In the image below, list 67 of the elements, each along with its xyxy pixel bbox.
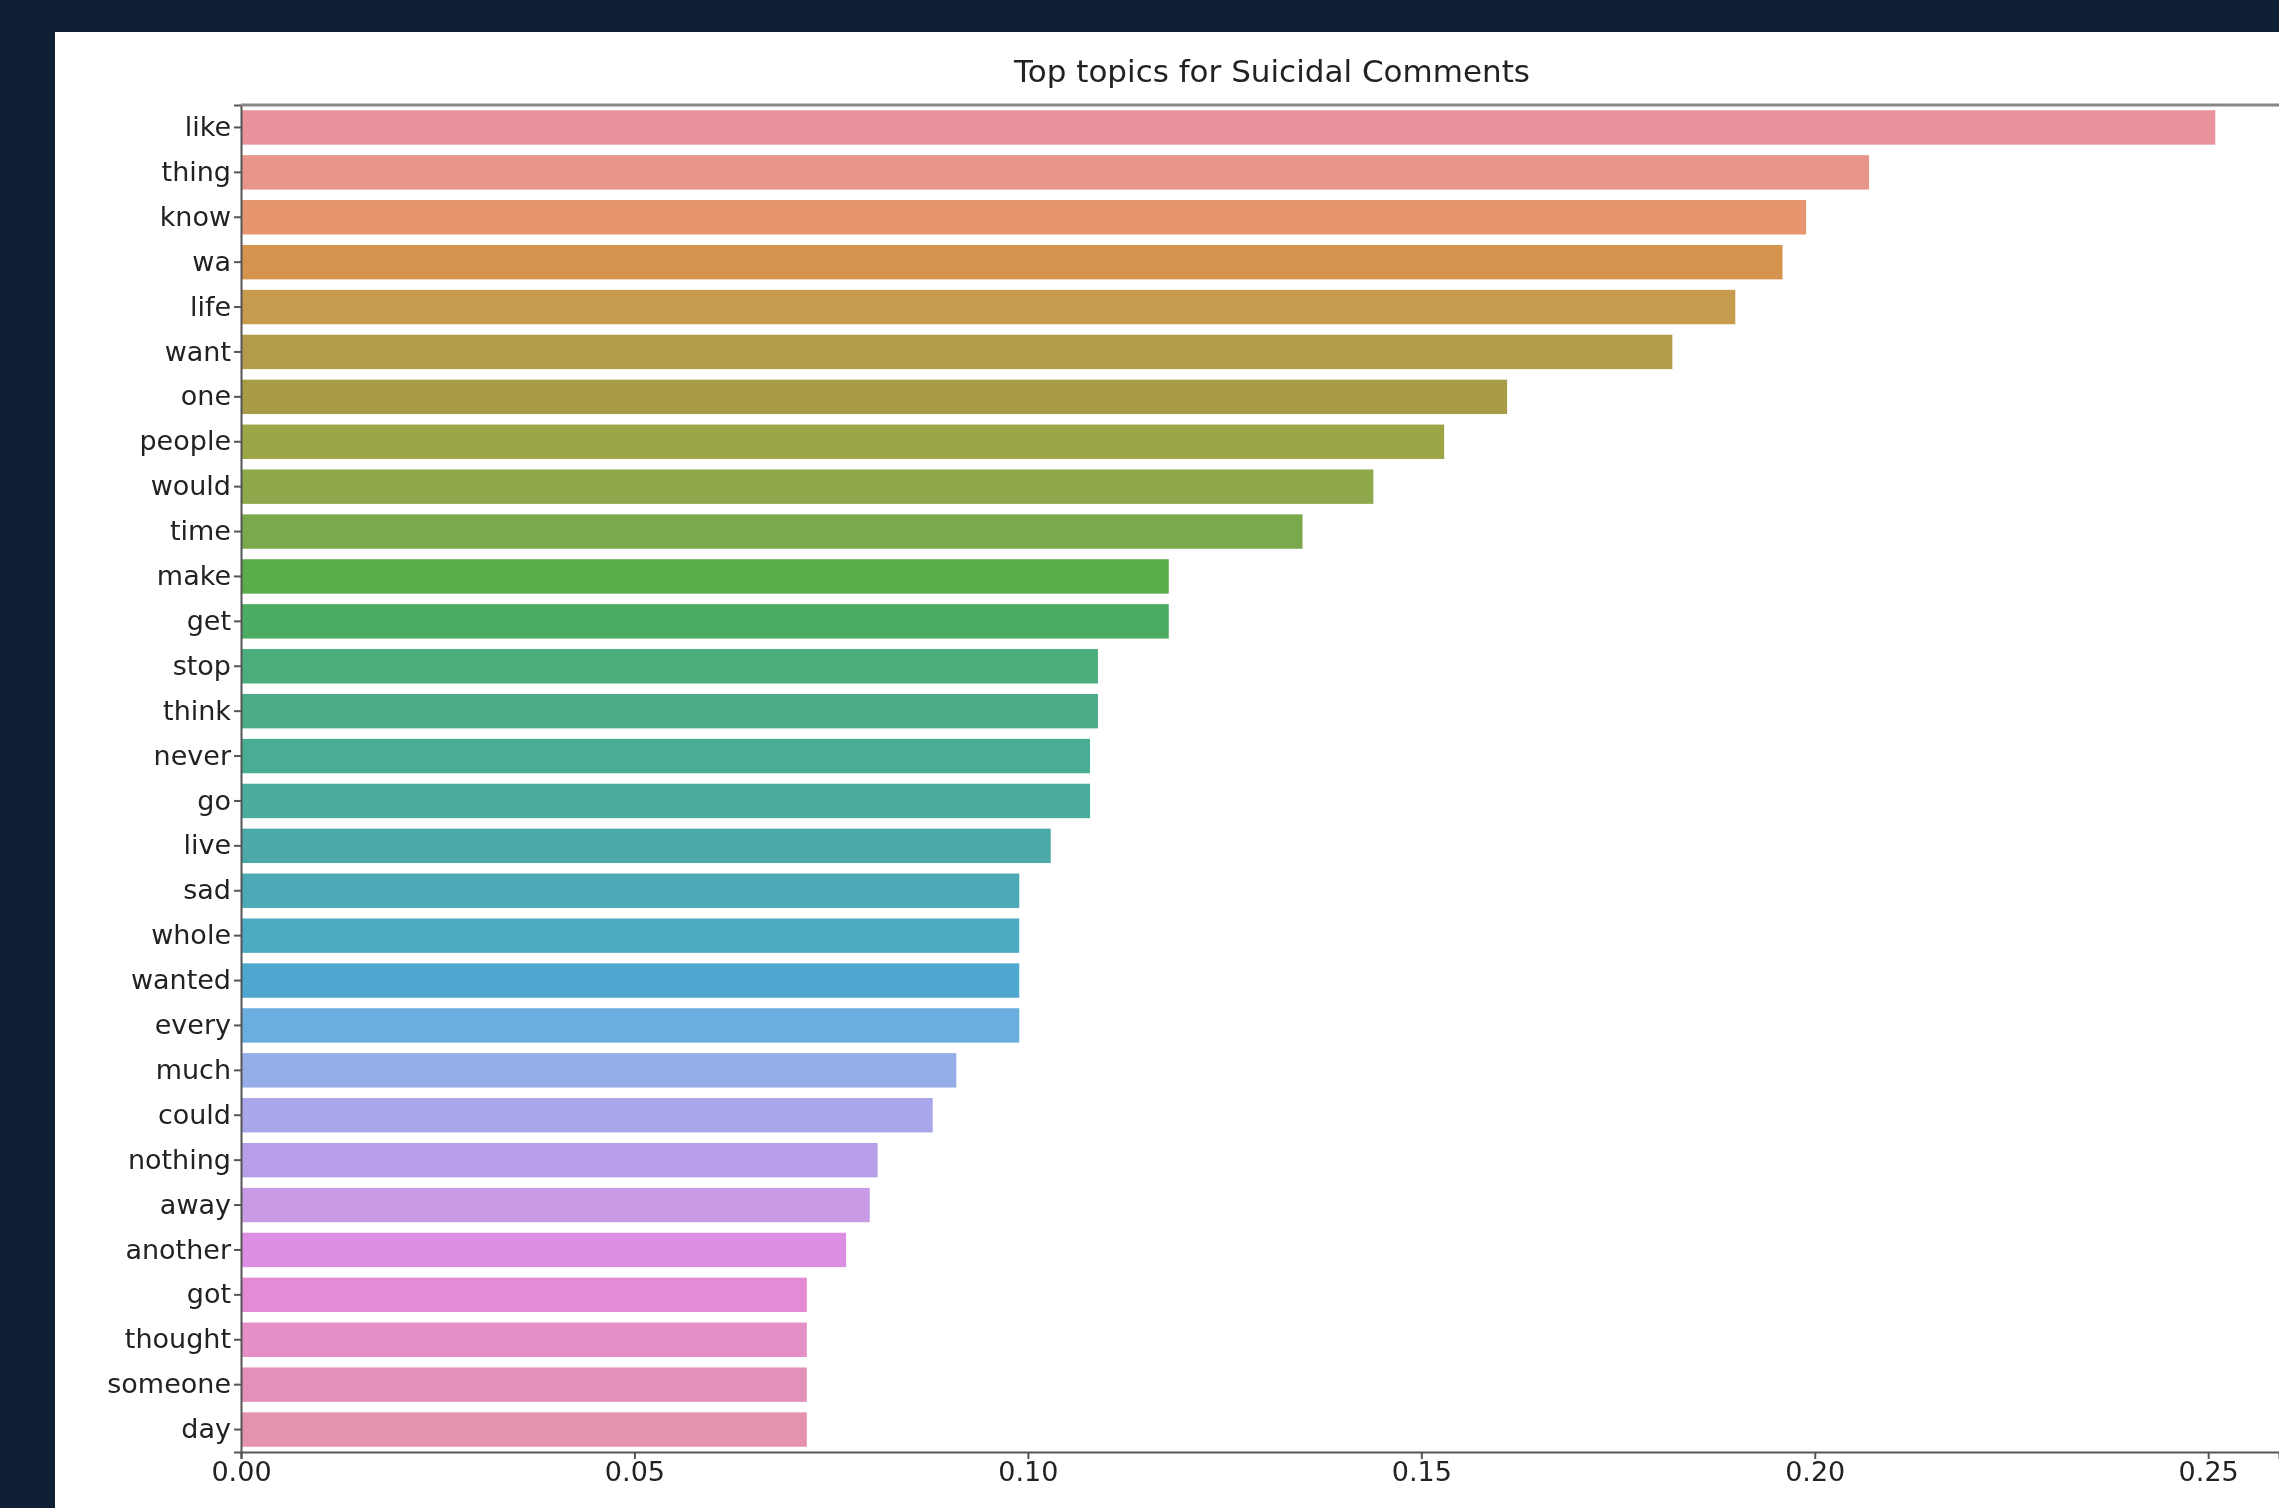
bar bbox=[240, 916, 1021, 955]
bar bbox=[240, 557, 1171, 596]
bar bbox=[240, 1141, 880, 1179]
bar bbox=[240, 243, 1785, 281]
y-tick-label: stop bbox=[172, 649, 231, 681]
bar bbox=[240, 512, 1305, 551]
y-tick-label: every bbox=[154, 1009, 232, 1041]
y-tick-label: go bbox=[197, 784, 231, 816]
bar bbox=[240, 1186, 872, 1224]
bar bbox=[240, 467, 1375, 506]
bar bbox=[240, 872, 1021, 910]
y-tick-label: sad bbox=[183, 874, 231, 906]
x-tick-label: 0.25 bbox=[2178, 1456, 2239, 1488]
y-tick-label: live bbox=[183, 829, 231, 861]
y-tick-label: want bbox=[164, 335, 231, 367]
bar bbox=[240, 827, 1053, 865]
y-tick-label: get bbox=[186, 604, 231, 636]
y-tick-label: know bbox=[159, 200, 231, 232]
y-tick-label: people bbox=[139, 425, 231, 457]
bar bbox=[240, 1276, 809, 1314]
y-tick-label: much bbox=[155, 1053, 231, 1085]
chart-title: Top topics for Suicidal Comments bbox=[1013, 53, 1530, 89]
bar bbox=[240, 198, 1808, 236]
bar bbox=[240, 1231, 848, 1269]
y-tick-label: make bbox=[156, 560, 231, 592]
bar bbox=[240, 737, 1092, 775]
x-tick-label: 0.05 bbox=[604, 1456, 665, 1488]
bar bbox=[240, 423, 1446, 461]
y-tick-label: never bbox=[153, 739, 232, 771]
bar bbox=[240, 1096, 935, 1134]
bar bbox=[240, 647, 1100, 685]
bar bbox=[240, 288, 1737, 326]
bar bbox=[240, 1051, 958, 1090]
bar bbox=[240, 333, 1674, 371]
bar bbox=[240, 1321, 809, 1359]
x-tick-label: 0.10 bbox=[998, 1456, 1059, 1488]
y-tick-label: whole bbox=[151, 919, 231, 951]
y-tick-label: wanted bbox=[130, 964, 231, 996]
y-tick-label: day bbox=[181, 1413, 232, 1445]
bar bbox=[240, 1006, 1021, 1045]
bar bbox=[240, 961, 1021, 1000]
y-tick-label: like bbox=[184, 111, 231, 143]
x-tick-label: 0.00 bbox=[211, 1456, 272, 1488]
bar bbox=[240, 378, 1509, 416]
y-tick-label: thing bbox=[161, 155, 231, 187]
bar bbox=[240, 1365, 809, 1404]
y-tick-label: think bbox=[163, 694, 232, 726]
bar bbox=[240, 692, 1100, 730]
y-tick-label: away bbox=[159, 1188, 232, 1220]
bar bbox=[240, 1410, 809, 1449]
bar bbox=[240, 782, 1092, 820]
bar bbox=[240, 153, 1871, 192]
x-tick-label: 0.20 bbox=[1785, 1456, 1846, 1488]
y-tick-label: another bbox=[125, 1233, 232, 1265]
y-tick-label: time bbox=[169, 515, 231, 547]
x-tick-label: 0.15 bbox=[1391, 1456, 1452, 1488]
y-tick-label: would bbox=[150, 470, 231, 502]
y-tick-label: could bbox=[157, 1098, 231, 1130]
bar bbox=[240, 602, 1171, 641]
y-tick-label: got bbox=[186, 1278, 231, 1310]
y-tick-label: someone bbox=[107, 1368, 231, 1400]
y-tick-label: life bbox=[189, 290, 231, 322]
y-tick-label: wa bbox=[192, 245, 231, 277]
y-tick-label: one bbox=[180, 380, 231, 412]
y-tick-label: nothing bbox=[127, 1143, 231, 1175]
y-tick-label: thought bbox=[124, 1323, 231, 1355]
bar bbox=[240, 108, 2217, 147]
